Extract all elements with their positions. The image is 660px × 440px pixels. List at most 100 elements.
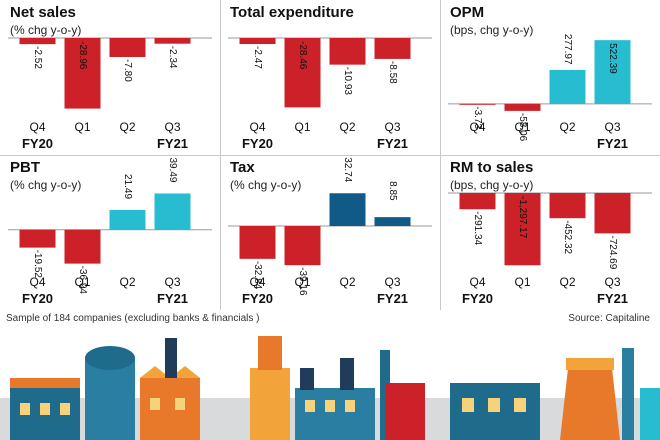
bar	[19, 229, 56, 248]
data-label: 39.49	[167, 157, 178, 182]
bar	[284, 38, 321, 108]
fiscal-label: FY20	[242, 136, 273, 151]
bar	[64, 38, 101, 109]
data-label: -8.58	[387, 61, 398, 84]
chart-panel-total-expenditure: Total expenditure -2.47 Q4 -28.46 Q1 -10.93 Q2…	[220, 0, 440, 155]
tick-label: Q4	[249, 120, 265, 134]
sample-note: Sample of 184 companies (excluding banks…	[6, 313, 260, 324]
fiscal-label: FY21	[377, 136, 408, 151]
tick-label: Q2	[339, 120, 355, 134]
bar	[374, 38, 411, 59]
data-label: -291.34	[472, 211, 483, 245]
bar	[459, 193, 496, 210]
tick-label: Q2	[559, 275, 575, 289]
tick-label: Q4	[249, 275, 265, 289]
fiscal-label: FY21	[597, 136, 628, 151]
factory-illustration	[0, 336, 660, 440]
data-label: -19.52	[32, 250, 43, 279]
tick-label: Q2	[119, 275, 135, 289]
fiscal-label: FY21	[157, 136, 188, 151]
chart-panel-rm-to-sales: RM to sales (bps, chg y-o-y) -291.34 Q4 -1,2…	[440, 155, 660, 310]
fiscal-label: FY20	[22, 136, 53, 151]
data-label: -32.84	[252, 261, 263, 290]
chart-panel-opm: OPM (bps, chg y-o-y) -3.73 Q4 -58.06 Q1 277.97…	[440, 0, 660, 155]
chart-panel-tax: Tax (% chg y-o-y) -32.84 Q4 -39.16 Q1 32.74 Q2 8…	[220, 155, 440, 310]
tick-label: Q3	[604, 275, 620, 289]
tick-label: Q2	[119, 120, 135, 134]
footer: Sample of 184 companies (excluding banks…	[0, 311, 660, 327]
tick-label: Q1	[514, 275, 530, 289]
data-label: -10.93	[342, 67, 353, 96]
source-note: Source: Capitaline	[568, 313, 650, 324]
tick-label: Q4	[469, 120, 485, 134]
fiscal-label: FY20	[22, 291, 53, 306]
fiscal-label: FY21	[157, 291, 188, 306]
fiscal-label: FY20	[242, 291, 273, 306]
tick-label: Q4	[469, 275, 485, 289]
bar	[549, 69, 586, 104]
chart-subtitle: (% chg y-o-y)	[230, 178, 301, 192]
data-label: -2.52	[32, 46, 43, 69]
tick-label: Q3	[604, 120, 620, 134]
tick-label: Q3	[384, 275, 400, 289]
tick-label: Q1	[294, 120, 310, 134]
tick-label: Q3	[384, 120, 400, 134]
data-label: 522.39	[607, 43, 618, 74]
bar	[64, 229, 101, 264]
bar	[284, 226, 321, 266]
data-label: -724.69	[607, 235, 618, 269]
tick-label: Q3	[164, 275, 180, 289]
bar	[109, 38, 146, 58]
chart-subtitle: (bps, chg y-o-y)	[450, 23, 533, 37]
tick-label: Q3	[164, 120, 180, 134]
tick-label: Q4	[29, 275, 45, 289]
data-label: -36.94	[77, 266, 88, 295]
chart-title: Net sales	[10, 4, 76, 21]
chart-title: OPM	[450, 4, 484, 21]
tick-label: Q1	[74, 120, 90, 134]
chart-title: RM to sales	[450, 159, 533, 176]
bar	[594, 193, 631, 234]
chart-svg: Net sales (% chg y-o-y) -2.52 Q4 -28.96 Q1 -7.…	[8, 4, 212, 151]
chart-subtitle: (% chg y-o-y)	[10, 23, 81, 37]
fiscal-label: FY20	[462, 291, 493, 306]
bar	[19, 38, 56, 45]
bar	[504, 193, 541, 266]
tick-label: Q1	[514, 120, 530, 134]
chart-panel-pbt: PBT (% chg y-o-y) -19.52 Q4 -36.94 Q1 21.49 Q2 3…	[0, 155, 220, 310]
chart-panel-net-sales: Net sales (% chg y-o-y) -2.52 Q4 -28.96 Q1 -7.…	[0, 0, 220, 155]
chart-subtitle: (% chg y-o-y)	[10, 178, 81, 192]
grid-divider	[0, 155, 660, 156]
data-label: 277.97	[562, 34, 573, 65]
bar	[459, 103, 496, 105]
chart-title: Total expenditure	[230, 4, 354, 21]
chart-svg: Total expenditure -2.47 Q4 -28.46 Q1 -10.93 Q2…	[228, 4, 432, 151]
bar	[329, 193, 366, 226]
charts-grid: Net sales (% chg y-o-y) -2.52 Q4 -28.96 Q1 -7.…	[0, 0, 660, 310]
bar	[109, 209, 146, 230]
data-label: -2.34	[167, 46, 178, 69]
bar	[549, 193, 586, 219]
data-label: -3.73	[472, 106, 483, 129]
tick-label: Q2	[559, 120, 575, 134]
fiscal-label: FY21	[377, 291, 408, 306]
bar	[504, 103, 541, 111]
data-label: -39.16	[297, 267, 308, 296]
bar	[239, 226, 276, 259]
data-label: -452.32	[562, 220, 573, 254]
bar	[329, 38, 366, 65]
data-label: -7.80	[122, 59, 133, 82]
tick-label: Q1	[74, 275, 90, 289]
tick-label: Q1	[294, 275, 310, 289]
data-label: 32.74	[342, 157, 353, 182]
fiscal-label: FY21	[597, 291, 628, 306]
bar	[374, 217, 411, 226]
chart-title: Tax	[230, 159, 255, 176]
chart-title: PBT	[10, 159, 40, 176]
bar	[154, 193, 191, 230]
data-label: 21.49	[122, 174, 133, 199]
data-label: -58.06	[517, 113, 528, 142]
